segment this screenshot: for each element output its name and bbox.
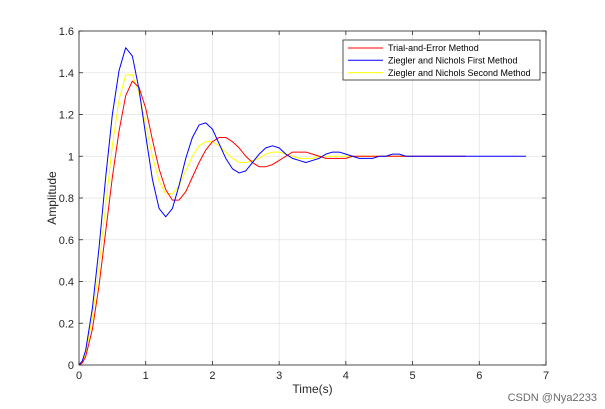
y-tick-label: 0.8 <box>59 193 74 205</box>
legend: Trial-and-Error Method Ziegler and Nichol… <box>342 39 541 81</box>
y-tick-label: 1.6 <box>59 26 74 38</box>
y-tick-label: 1 <box>68 151 74 163</box>
x-tick-label: 4 <box>343 370 349 382</box>
x-tick-label: 0 <box>76 370 82 382</box>
y-tick-label: 0.2 <box>59 318 74 330</box>
y-tick-label: 0 <box>68 360 74 372</box>
watermark-text: CSDN @Nya2233 <box>508 392 597 404</box>
legend-label: Trial-and-Error Method <box>388 43 479 53</box>
x-tick-label: 1 <box>143 370 149 382</box>
y-tick-label: 0.6 <box>59 235 74 247</box>
x-axis-label: Time(s) <box>292 382 332 396</box>
series-layer <box>78 47 526 366</box>
series-line-2 <box>78 74 413 366</box>
y-axis-label: Amplitude <box>45 171 59 225</box>
x-tick-label: 3 <box>276 370 282 382</box>
legend-label: Ziegler and Nichols First Method <box>388 56 518 66</box>
x-tick-label: 5 <box>410 370 416 382</box>
x-tick-label: 7 <box>543 370 549 382</box>
y-tick-label: 0.4 <box>59 277 74 289</box>
legend-label: Ziegler and Nichols Second Method <box>388 68 531 78</box>
x-tick-label: 6 <box>476 370 482 382</box>
x-tick-label: 2 <box>209 370 215 382</box>
y-tick-label: 1.4 <box>59 68 74 80</box>
axis-ticks: 0 1 2 3 4 5 6 7 0 0.2 0.4 0.6 0.8 1 1.2 1.4 1.6 <box>59 26 549 382</box>
series-line-1 <box>78 47 526 366</box>
y-tick-label: 1.2 <box>59 110 74 122</box>
